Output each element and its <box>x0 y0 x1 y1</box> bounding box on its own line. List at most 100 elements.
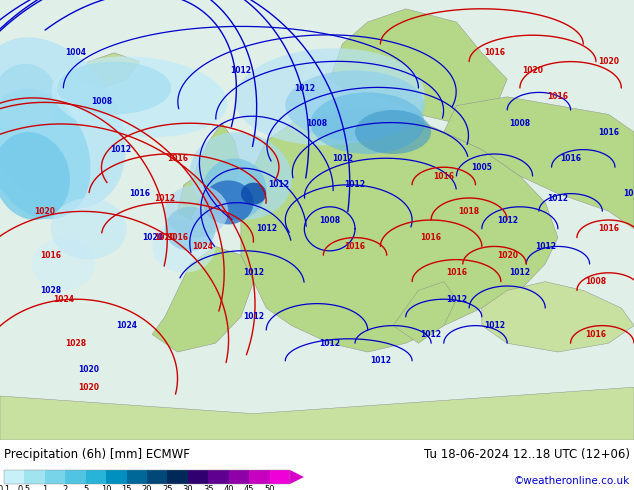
Bar <box>127 470 147 484</box>
Text: 1008: 1008 <box>319 216 340 224</box>
Text: 1004: 1004 <box>65 49 87 57</box>
Ellipse shape <box>32 238 95 291</box>
Bar <box>188 470 209 484</box>
Text: 1008: 1008 <box>509 119 531 128</box>
Bar <box>25 470 45 484</box>
Text: 30: 30 <box>183 485 193 490</box>
Ellipse shape <box>285 71 425 141</box>
Ellipse shape <box>190 132 292 220</box>
Text: 1012: 1012 <box>623 189 634 198</box>
Bar <box>147 470 167 484</box>
Text: 1012: 1012 <box>420 330 442 339</box>
Text: 1016: 1016 <box>446 269 467 277</box>
Bar <box>4 470 25 484</box>
Text: 1012: 1012 <box>294 83 315 93</box>
Text: 1024: 1024 <box>192 242 214 251</box>
Ellipse shape <box>0 132 70 220</box>
Bar <box>65 470 86 484</box>
Text: 2: 2 <box>63 485 68 490</box>
Text: 1012: 1012 <box>243 312 264 321</box>
Text: 1020: 1020 <box>154 233 176 242</box>
Text: 1012: 1012 <box>154 194 176 202</box>
Bar <box>249 470 269 484</box>
Ellipse shape <box>57 62 171 114</box>
Text: 1016: 1016 <box>585 330 607 339</box>
Text: 1020: 1020 <box>496 251 518 260</box>
Text: 1008: 1008 <box>306 119 328 128</box>
Ellipse shape <box>165 185 228 238</box>
Text: 1008: 1008 <box>585 277 607 286</box>
Text: 1018: 1018 <box>458 207 480 216</box>
Text: 45: 45 <box>244 485 254 490</box>
Text: 10: 10 <box>101 485 112 490</box>
Text: 40: 40 <box>223 485 234 490</box>
Text: 1020: 1020 <box>598 57 619 66</box>
Polygon shape <box>482 282 634 352</box>
Text: 50: 50 <box>264 485 275 490</box>
Ellipse shape <box>51 56 228 137</box>
Text: 1012: 1012 <box>484 321 505 330</box>
Text: 35: 35 <box>203 485 214 490</box>
Text: 1012: 1012 <box>547 194 569 202</box>
Text: 0.1: 0.1 <box>0 485 11 490</box>
Text: Precipitation (6h) [mm] ECMWF: Precipitation (6h) [mm] ECMWF <box>4 448 190 461</box>
Text: 1012: 1012 <box>243 269 264 277</box>
Text: 5: 5 <box>83 485 88 490</box>
Ellipse shape <box>203 180 254 224</box>
Text: 20: 20 <box>142 485 152 490</box>
Text: 1016: 1016 <box>420 233 442 242</box>
Ellipse shape <box>152 220 216 273</box>
Text: 1012: 1012 <box>534 242 556 251</box>
Ellipse shape <box>0 37 126 209</box>
Text: 1020: 1020 <box>141 233 163 242</box>
Text: 1020: 1020 <box>78 383 100 392</box>
Text: 0.5: 0.5 <box>18 485 31 490</box>
Bar <box>86 470 106 484</box>
Bar <box>106 470 127 484</box>
Text: 1012: 1012 <box>344 180 366 189</box>
Polygon shape <box>330 9 507 123</box>
Polygon shape <box>444 97 634 229</box>
Polygon shape <box>76 53 139 88</box>
Bar <box>229 470 249 484</box>
Text: 1024: 1024 <box>53 294 74 304</box>
Ellipse shape <box>311 93 425 154</box>
Polygon shape <box>152 246 254 352</box>
Text: 1016: 1016 <box>598 224 619 233</box>
Ellipse shape <box>0 89 91 220</box>
Polygon shape <box>0 387 634 440</box>
Ellipse shape <box>165 207 216 251</box>
Text: 1: 1 <box>42 485 48 490</box>
Text: 1012: 1012 <box>332 154 353 163</box>
Text: 1012: 1012 <box>230 66 252 75</box>
Text: 1012: 1012 <box>268 180 290 189</box>
Polygon shape <box>290 470 304 484</box>
Text: 1016: 1016 <box>484 49 505 57</box>
Ellipse shape <box>0 64 57 130</box>
Ellipse shape <box>203 158 266 220</box>
Polygon shape <box>190 123 241 211</box>
Text: 1012: 1012 <box>446 294 467 304</box>
Text: 1016: 1016 <box>560 154 581 163</box>
Bar <box>269 470 290 484</box>
Text: 1020: 1020 <box>34 207 55 216</box>
Text: 1016: 1016 <box>598 127 619 137</box>
Bar <box>4 470 290 484</box>
Ellipse shape <box>235 48 425 146</box>
Text: 1028: 1028 <box>65 339 87 348</box>
Bar <box>167 470 188 484</box>
Polygon shape <box>393 282 456 343</box>
Text: 1012: 1012 <box>496 216 518 224</box>
Text: 1016: 1016 <box>40 251 61 260</box>
Text: 1008: 1008 <box>91 97 112 106</box>
Ellipse shape <box>355 110 431 154</box>
Text: 1012: 1012 <box>110 145 131 154</box>
Text: 1016: 1016 <box>433 172 455 180</box>
Text: 1016: 1016 <box>167 233 188 242</box>
Polygon shape <box>178 176 203 220</box>
Text: 1005: 1005 <box>472 163 492 172</box>
Text: 25: 25 <box>162 485 172 490</box>
Polygon shape <box>241 106 558 352</box>
Text: 1012: 1012 <box>256 224 277 233</box>
Ellipse shape <box>51 198 127 260</box>
